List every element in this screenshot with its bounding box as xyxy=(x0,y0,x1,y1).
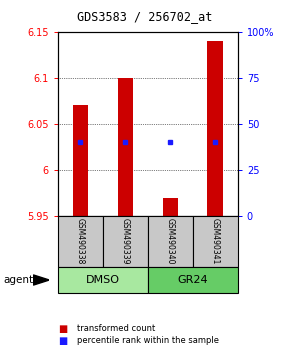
Bar xyxy=(72,105,88,216)
Text: GSM490339: GSM490339 xyxy=(121,218,130,265)
Bar xyxy=(148,267,238,293)
Text: ■: ■ xyxy=(58,324,67,333)
Bar xyxy=(58,267,148,293)
Bar xyxy=(58,216,103,267)
Text: percentile rank within the sample: percentile rank within the sample xyxy=(77,336,219,345)
Text: GR24: GR24 xyxy=(177,275,208,285)
Text: agent: agent xyxy=(3,275,33,285)
Text: GSM490341: GSM490341 xyxy=(211,218,220,265)
Text: ■: ■ xyxy=(58,336,67,346)
Bar xyxy=(117,78,133,216)
Text: GDS3583 / 256702_at: GDS3583 / 256702_at xyxy=(77,10,213,23)
Text: GSM490338: GSM490338 xyxy=(76,218,85,265)
Polygon shape xyxy=(33,275,49,285)
Text: transformed count: transformed count xyxy=(77,324,155,333)
Text: GSM490340: GSM490340 xyxy=(166,218,175,265)
Bar xyxy=(162,198,178,216)
Bar xyxy=(193,216,238,267)
Bar xyxy=(103,216,148,267)
Bar xyxy=(207,41,223,216)
Bar xyxy=(148,216,193,267)
Text: DMSO: DMSO xyxy=(86,275,120,285)
